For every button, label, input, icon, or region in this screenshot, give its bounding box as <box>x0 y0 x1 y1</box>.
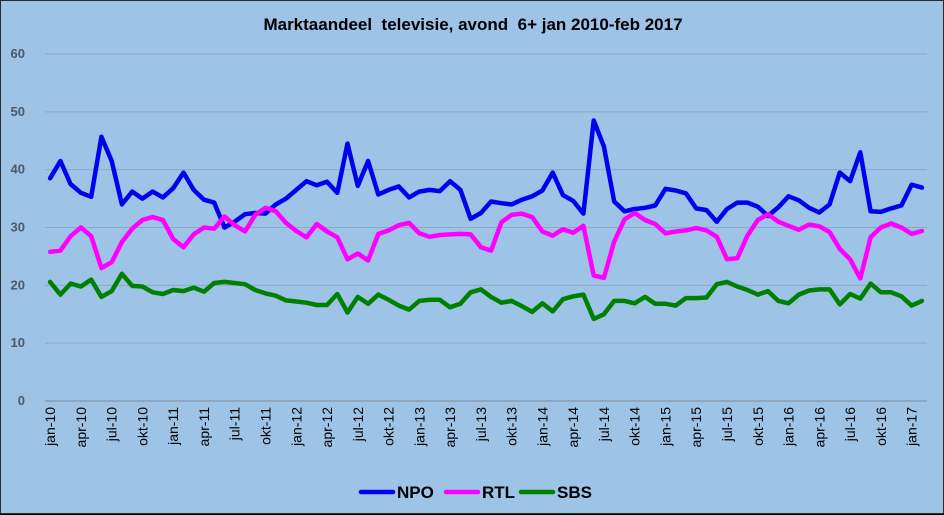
series-lines <box>47 118 925 322</box>
series-line-rtl <box>47 205 925 281</box>
legend-label-npo: NPO <box>397 483 434 502</box>
series-line-npo <box>47 118 925 230</box>
chart-title: Marktaandeel televisie, avond 6+ jan 201… <box>263 15 682 34</box>
y-tick-label: 50 <box>11 104 25 119</box>
y-tick-label: 10 <box>11 335 25 350</box>
x-tick-label: apr-13 <box>442 407 458 448</box>
x-tick-label: apr-15 <box>688 407 704 448</box>
x-tick-label: okt-12 <box>381 407 397 446</box>
y-tick-label: 30 <box>11 220 25 235</box>
y-tick-label: 20 <box>11 277 25 292</box>
x-tick-label: okt-10 <box>134 407 150 446</box>
x-tick-label: apr-12 <box>319 407 335 448</box>
x-tick-label: apr-16 <box>811 407 827 448</box>
y-tick-label: 0 <box>18 393 25 408</box>
x-tick-label: jan-11 <box>165 407 181 446</box>
x-tick-label: jan-12 <box>288 407 304 447</box>
y-tick-label: 60 <box>11 46 25 61</box>
x-tick-label: jul-10 <box>104 407 120 442</box>
x-tick-label: jan-16 <box>781 407 797 447</box>
x-tick-label: apr-11 <box>196 407 212 447</box>
x-tick-label: jan-13 <box>411 407 427 447</box>
x-tick-label: jan-17 <box>904 407 920 447</box>
x-tick-label: okt-14 <box>627 407 643 446</box>
x-tick-label: jan-15 <box>657 407 673 447</box>
legend-label-rtl: RTL <box>482 483 515 502</box>
x-tick-label: okt-11 <box>258 407 274 445</box>
x-tick-label: jul-12 <box>350 407 366 442</box>
legend: NPO RTL SBS <box>358 483 592 502</box>
x-tick-label: jul-11 <box>227 407 243 441</box>
x-tick-label: jul-13 <box>473 407 489 442</box>
series-line-sbs <box>47 271 925 322</box>
x-tick-label: okt-13 <box>504 407 520 446</box>
x-tick-label: jul-15 <box>719 407 735 442</box>
x-tick-label: jul-16 <box>842 407 858 442</box>
legend-label-sbs: SBS <box>557 483 592 502</box>
x-tick-label: okt-15 <box>750 407 766 446</box>
x-tick-label: apr-14 <box>565 407 581 448</box>
gridlines <box>45 53 927 402</box>
y-tick-label: 40 <box>11 162 25 177</box>
x-tick-label: apr-10 <box>73 407 89 448</box>
y-axis: 0 10 20 30 40 50 60 <box>11 46 25 408</box>
x-tick-label: jul-14 <box>596 407 612 442</box>
x-axis: jan-10 apr-10 jul-10 okt-10 jan-11 apr-11 jul-… <box>42 407 919 448</box>
x-tick-label: okt-16 <box>873 407 889 446</box>
x-tick-label: jan-10 <box>42 407 58 447</box>
x-tick-label: jan-14 <box>534 407 550 447</box>
